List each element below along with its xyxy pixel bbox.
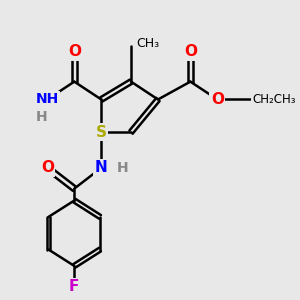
- Text: O: O: [211, 92, 224, 107]
- Text: CH₂CH₃: CH₂CH₃: [253, 93, 296, 106]
- Text: S: S: [96, 125, 107, 140]
- Text: N: N: [95, 160, 108, 175]
- Text: O: O: [184, 44, 197, 59]
- Text: H: H: [117, 161, 129, 175]
- Text: O: O: [41, 160, 54, 175]
- Text: CH₃: CH₃: [136, 37, 160, 50]
- Text: O: O: [68, 44, 81, 59]
- Text: NH: NH: [36, 92, 59, 106]
- Text: H: H: [36, 110, 48, 124]
- Text: F: F: [69, 279, 80, 294]
